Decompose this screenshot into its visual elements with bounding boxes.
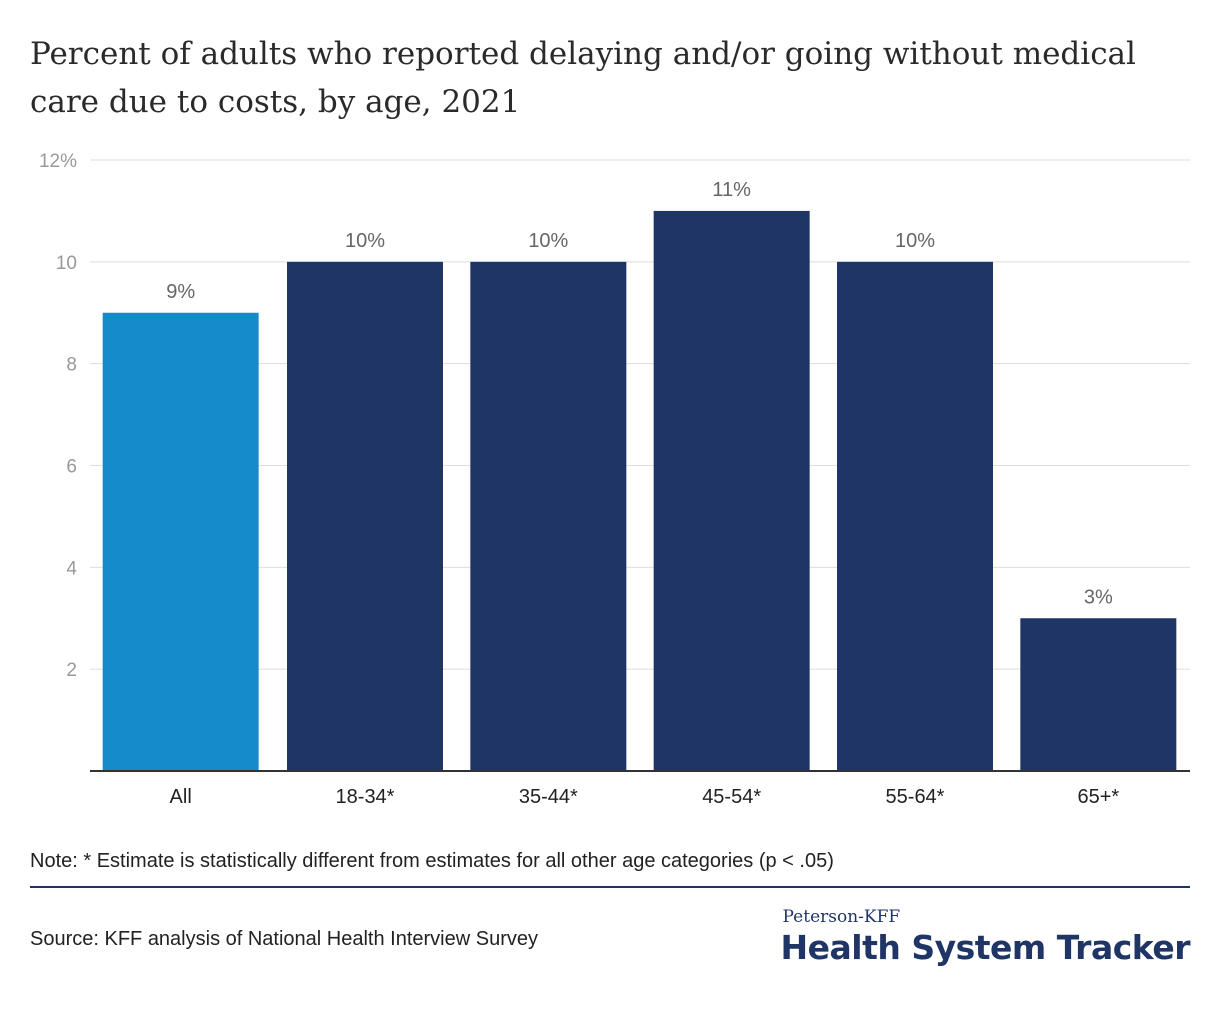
bar-18-34 bbox=[287, 261, 443, 771]
y-tick-label: 2 bbox=[66, 660, 77, 681]
y-axis-ticks: 2 4 6 8 10 12% bbox=[39, 151, 77, 681]
y-tick-label: 12% bbox=[39, 151, 77, 172]
y-tick-label: 4 bbox=[66, 558, 77, 579]
bar-35-44 bbox=[470, 261, 627, 771]
bar-all bbox=[102, 312, 259, 771]
x-axis-ticks: All 18-34* 35-44* 45-54* 55-64* 65+* bbox=[170, 786, 1120, 808]
y-tick-label: 8 bbox=[66, 355, 77, 376]
bar-chart: 2 4 6 8 10 12% 9% 10% 10% 11% 10% 3% All 18-34* 35-4… bbox=[39, 151, 1190, 808]
y-tick-label: 6 bbox=[66, 457, 77, 478]
chart-area: 2 4 6 8 10 12% 9% 10% 10% 11% 10% 3% All 18-34* 35-4… bbox=[0, 140, 1220, 820]
x-tick-label: 65+* bbox=[1077, 786, 1119, 808]
data-label: 10% bbox=[895, 230, 935, 252]
data-label: 11% bbox=[712, 179, 751, 201]
x-tick-label: 35-44* bbox=[519, 786, 578, 808]
gridlines bbox=[90, 159, 1190, 670]
data-label: 10% bbox=[528, 230, 568, 252]
bars bbox=[102, 210, 1177, 772]
x-tick-label: 55-64* bbox=[886, 786, 945, 808]
data-labels: 9% 10% 10% 11% 10% 3% bbox=[166, 179, 1113, 608]
source-text: Source: KFF analysis of National Health … bbox=[30, 928, 538, 950]
data-label: 3% bbox=[1084, 586, 1113, 608]
bar-45-54 bbox=[653, 210, 810, 772]
x-tick-label: All bbox=[170, 786, 192, 808]
chart-title: Percent of adults who reported delaying … bbox=[30, 36, 1136, 120]
x-tick-label: 45-54* bbox=[702, 786, 761, 808]
bar-55-64 bbox=[837, 261, 993, 771]
bar-65 bbox=[1020, 618, 1177, 771]
x-tick-label: 18-34* bbox=[336, 786, 395, 808]
y-tick-label: 10 bbox=[56, 253, 77, 274]
footnote: Note: * Estimate is statistically differ… bbox=[30, 850, 834, 872]
divider bbox=[30, 886, 1190, 888]
brand-logo: Peterson-KFF Health System Tracker bbox=[781, 906, 1191, 968]
data-label: 10% bbox=[345, 230, 385, 252]
brand-top-text: Peterson-KFF bbox=[782, 907, 901, 927]
data-label: 9% bbox=[166, 281, 195, 303]
brand-main-text: Health System Tracker bbox=[780, 928, 1191, 967]
